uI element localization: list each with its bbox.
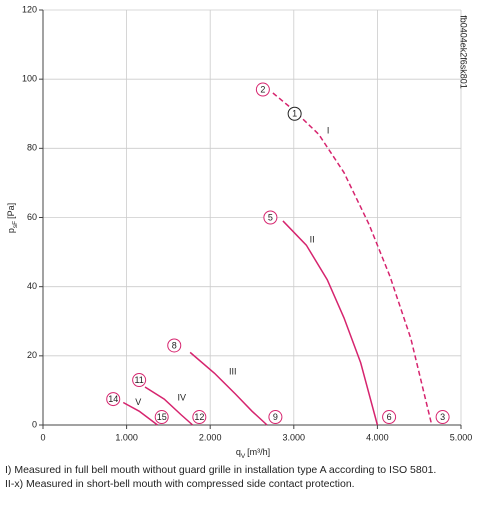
- operating-point: [263, 210, 278, 225]
- x-tick-label: 4.000: [366, 432, 389, 442]
- drawing-code: fb0404ek2f6sk801: [459, 15, 469, 89]
- operating-point: [192, 410, 207, 425]
- operating-point-label: 15: [157, 412, 167, 422]
- operating-point-label: 5: [268, 212, 273, 222]
- fan-curve: [272, 92, 433, 426]
- fan-curve: [189, 351, 268, 426]
- operating-point: [382, 410, 397, 425]
- y-axis-label: psF [Pa]: [6, 203, 18, 233]
- x-tick-label: 2.000: [199, 432, 222, 442]
- y-axis-label-main: p: [6, 228, 16, 233]
- x-tick-label: 1.000: [115, 432, 138, 442]
- footnote: I) Measured in full bell mouth without g…: [5, 464, 436, 476]
- y-tick-label: 40: [27, 281, 37, 291]
- operating-point: [106, 392, 121, 407]
- x-axis-label-main: q: [236, 447, 241, 457]
- y-tick-label: 80: [27, 143, 37, 153]
- operating-point: [268, 410, 283, 425]
- curve-label: IV: [178, 392, 187, 402]
- fan-curve: [144, 386, 194, 426]
- curve-label: II: [310, 234, 315, 244]
- operating-point-label: 11: [134, 375, 143, 385]
- curve-label: III: [229, 366, 237, 376]
- x-axis-label-unit: [m³/h]: [247, 447, 270, 457]
- operating-point-label: 9: [273, 412, 278, 422]
- y-tick-label: 120: [22, 4, 37, 14]
- curve-label: I: [327, 125, 330, 135]
- x-tick-label: 5.000: [450, 432, 473, 442]
- operating-point-label: 8: [172, 340, 177, 350]
- operating-point-label: 1: [292, 109, 297, 119]
- operating-point: [167, 338, 182, 353]
- x-tick-label: 0: [40, 432, 45, 442]
- operating-point: [255, 82, 270, 97]
- footnote: II-x) Measured in short-bell mouth with …: [5, 478, 355, 490]
- operating-point: [287, 106, 302, 121]
- operating-point: [154, 410, 169, 425]
- x-axis-label-sub: V: [241, 453, 246, 460]
- fan-curve: [122, 401, 158, 426]
- y-tick-label: 0: [32, 419, 37, 429]
- operating-point: [132, 373, 147, 388]
- y-tick-label: 100: [22, 74, 37, 84]
- x-tick-label: 3.000: [283, 432, 306, 442]
- operating-point-label: 14: [108, 394, 118, 404]
- y-tick-label: 60: [27, 212, 37, 222]
- operating-point-label: 3: [440, 412, 445, 422]
- y-axis-label-unit: [Pa]: [6, 203, 16, 219]
- y-tick-label: 20: [27, 350, 37, 360]
- fan-curve: [282, 220, 379, 426]
- y-axis-label-sub: sF: [12, 221, 19, 228]
- operating-point: [435, 410, 450, 425]
- operating-point-label: 6: [387, 412, 392, 422]
- operating-point-label: 2: [260, 84, 265, 94]
- x-axis-label: qV [m³/h]: [236, 447, 270, 459]
- curve-label: V: [135, 397, 141, 407]
- operating-point-label: 12: [194, 412, 204, 422]
